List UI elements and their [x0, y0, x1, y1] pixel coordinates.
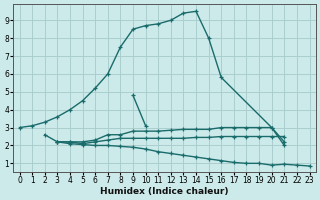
- X-axis label: Humidex (Indice chaleur): Humidex (Indice chaleur): [100, 187, 229, 196]
